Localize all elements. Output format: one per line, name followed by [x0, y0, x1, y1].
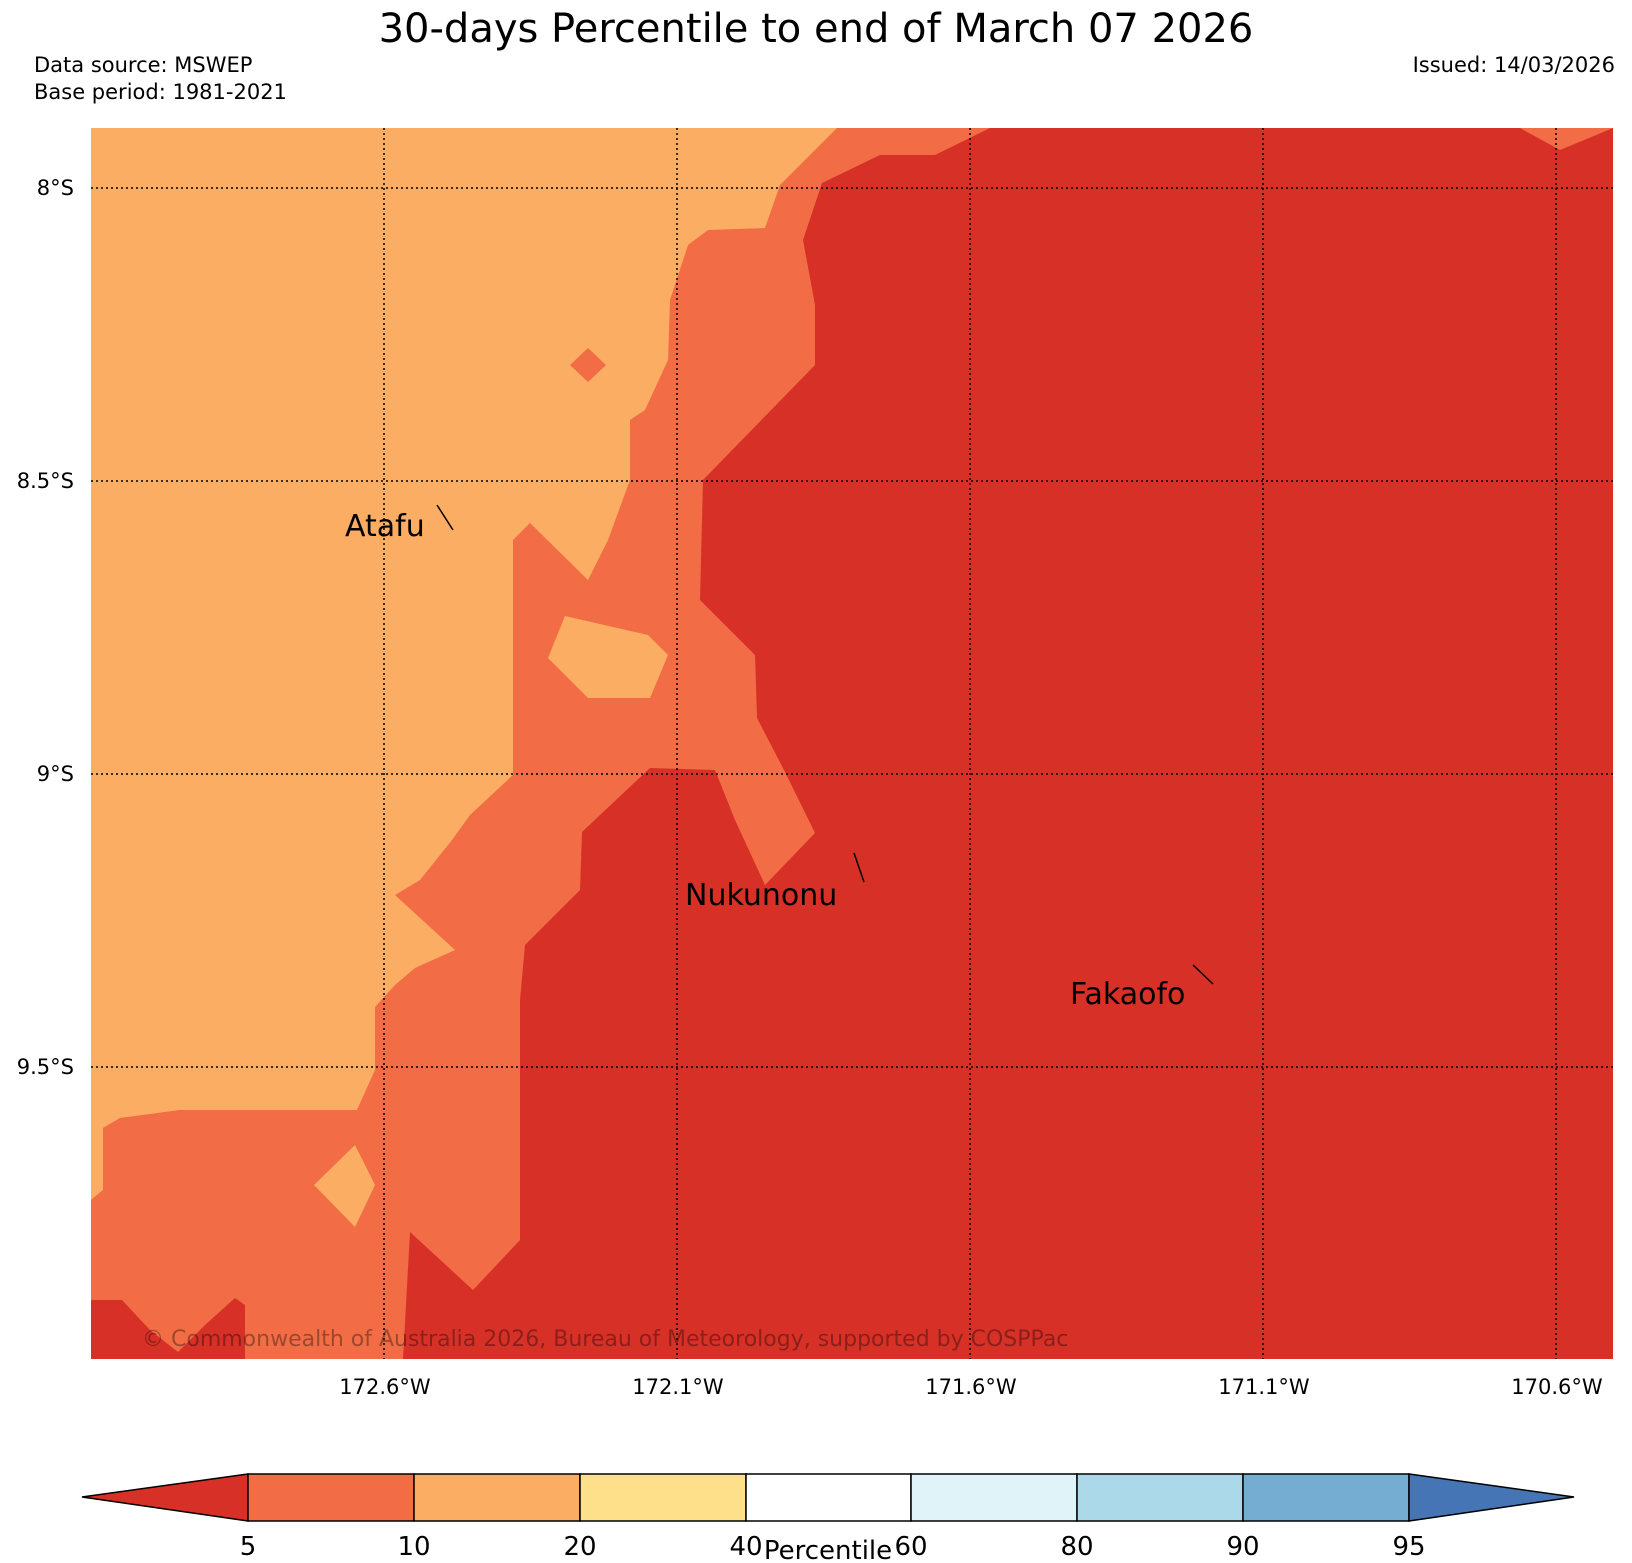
colorbar-tick-80: 80: [1060, 1532, 1093, 1562]
colorbar-tick-5: 5: [240, 1532, 257, 1562]
base-period-text: Base period: 1981-2021: [34, 80, 287, 104]
data-source-text: Data source: MSWEP: [34, 53, 253, 77]
colorbar-80-90: [1076, 1473, 1244, 1522]
lon-label-172-1w: 172.1°W: [632, 1375, 724, 1399]
copyright-text: © Commonwealth of Australia 2026, Bureau…: [142, 1327, 1068, 1352]
atafu-marker: [436, 504, 454, 531]
lat-label-8-5s: 8.5°S: [17, 469, 74, 493]
region-10-20-island-1: [548, 616, 668, 698]
map-title: 30-days Percentile to end of March 07 20…: [378, 6, 1254, 52]
colorbar-below-5: [81, 1473, 249, 1522]
region-10-20: [91, 128, 837, 1200]
colorbar-20-40: [579, 1473, 747, 1522]
lon-label-171-1w: 171.1°W: [1218, 1375, 1310, 1399]
region-below-5-sw: [91, 1298, 245, 1359]
lat-label-9-5s: 9.5°S: [17, 1055, 74, 1079]
colorbar-60-80: [910, 1473, 1078, 1522]
lat-label-8s: 8°S: [37, 176, 74, 200]
lon-label-172-6w: 172.6°W: [339, 1375, 431, 1399]
nukunonu-marker: [853, 852, 865, 883]
colorbar-tick-90: 90: [1226, 1532, 1259, 1562]
lat-label-9s: 9°S: [37, 762, 74, 786]
region-5-10-sw: [91, 1070, 375, 1359]
meta-left: Data source: MSWEP Base period: 1981-202…: [34, 52, 287, 106]
gridlines: [91, 128, 1613, 1359]
lon-label-171-6w: 171.6°W: [925, 1375, 1017, 1399]
colorbar-90-95: [1242, 1473, 1410, 1522]
colorbar-5-10: [247, 1473, 415, 1522]
colorbar-tick-10: 10: [397, 1532, 430, 1562]
colorbar-tick-95: 95: [1392, 1532, 1425, 1562]
fakaofo-marker: [1192, 964, 1214, 985]
colorbar-40-60: [745, 1473, 912, 1522]
region-5-10-island: [570, 348, 606, 382]
place-label-fakaofo: Fakaofo: [1070, 977, 1185, 1012]
colorbar-10-20: [413, 1473, 581, 1522]
colorbar: 5 10 20 40 60 80 90 95 Percentile: [81, 1473, 1575, 1563]
colorbar-label: Percentile: [764, 1536, 892, 1563]
colorbar-tick-40: 40: [729, 1532, 762, 1562]
colorbar-tick-60: 60: [894, 1532, 927, 1562]
colorbar-above-95: [1408, 1473, 1575, 1522]
place-label-nukunonu: Nukunonu: [685, 878, 837, 913]
place-label-atafu: Atafu: [345, 509, 425, 544]
map-panel: 8°S 8.5°S 9°S 9.5°S 172.6°W 172.1°W 171.…: [17, 128, 1613, 1399]
colorbar-tick-20: 20: [563, 1532, 596, 1562]
region-10-20-island-2: [314, 1145, 375, 1227]
issued-date-text: Issued: 14/03/2026: [1412, 53, 1615, 77]
lon-label-170-6w: 170.6°W: [1511, 1375, 1603, 1399]
